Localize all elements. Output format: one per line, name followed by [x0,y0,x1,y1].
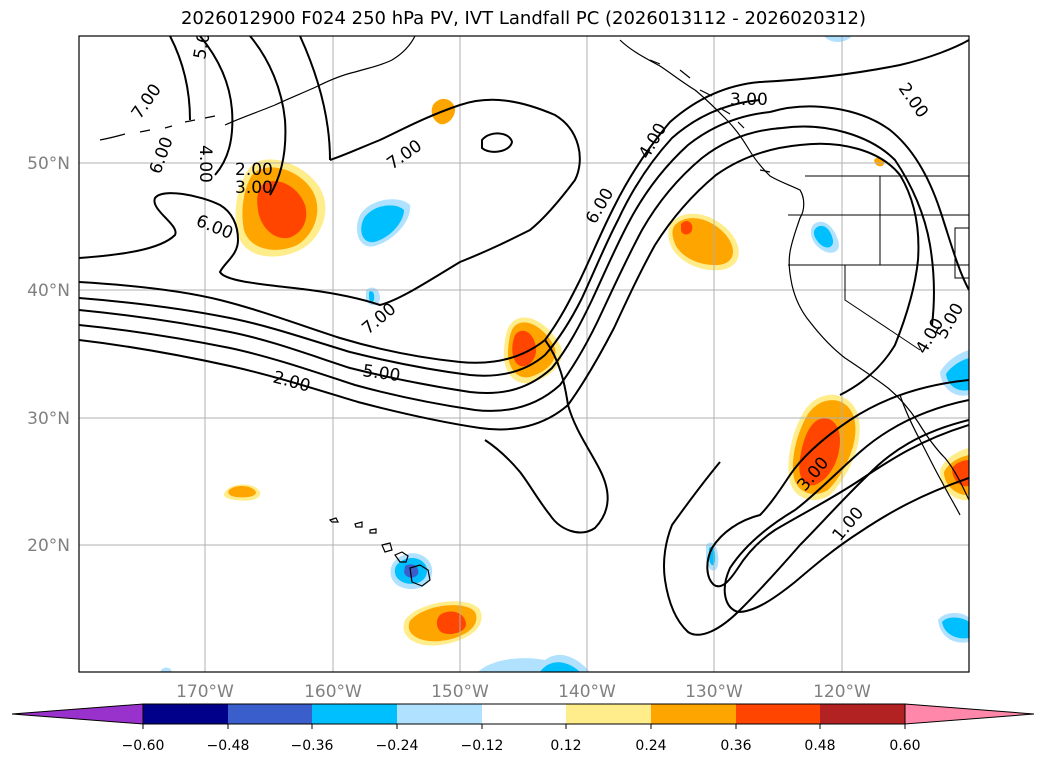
colorbar-tick-label: −0.24 [376,738,419,754]
colorbar-segment [397,704,482,724]
colorbar-segment [820,704,905,724]
contour-line [706,379,969,588]
longitude-labels: 170°W 160°W 150°W 140°W 130°W 120°W [176,682,871,702]
pv-contours [79,36,969,636]
contour-line [169,36,234,176]
colorbar-tick-label: −0.12 [461,738,504,754]
contour-label: 3.00 [730,90,768,110]
colorbar-tick-label: −0.48 [207,738,250,754]
colorbar-segment [228,704,312,724]
political-borders [788,175,969,351]
coastlines [99,36,969,516]
lon-tick-label: 130°W [685,682,743,702]
colorbar-frame [142,703,906,725]
lon-tick-label: 140°W [558,682,616,702]
colorbar-extend-low [11,703,144,725]
anomaly-blob-positive [228,486,256,498]
lon-tick-label: 150°W [431,682,489,702]
plot-frame [78,35,970,673]
contour-line [79,144,801,431]
contour-line [249,36,287,196]
contour-label: 3.00 [235,178,273,198]
coastline-alaska [224,36,416,126]
anomaly-blob-negative [369,291,375,303]
contour-label: 4.00 [195,145,215,183]
anomaly-blob-negative [361,205,404,243]
colorbar-tick-label: 0.60 [889,738,920,754]
contour-line [484,339,609,534]
anomaly-blob-positive [681,221,693,235]
lat-tick-label: 30°N [27,409,70,429]
colorbar-segment [566,704,651,724]
gridlines [79,36,969,672]
anomaly-blob-negative [540,662,580,672]
coastline-islands-bc [649,59,771,173]
anomaly-blob-negative [813,225,834,248]
colorbar-tick-label: −0.36 [291,738,334,754]
border-state-lines [788,176,969,351]
lat-tick-label: 40°N [27,281,70,301]
colorbar-tick-label: 0.12 [550,738,581,754]
colorbar: −0.60 −0.48 −0.36 −0.24 −0.12 0.12 0.24 … [11,703,1035,754]
lat-tick-label: 50°N [27,154,70,174]
contour-line [79,127,783,412]
anomaly-blob-negative [824,36,852,42]
lat-tick-label: 20°N [27,536,70,556]
colorbar-tick-label: 0.24 [635,738,666,754]
contour-line [481,132,514,153]
contour-line [662,419,969,636]
coastline-baja [899,394,961,516]
lon-tick-label: 170°W [176,682,234,702]
latitude-labels: 50°N 40°N 30°N 20°N [27,154,70,556]
colorbar-extend-high [904,703,1035,725]
colorbar-segment [312,704,397,724]
colorbar-segment [482,704,566,724]
coastline-bc-panhandle [619,39,969,501]
plot-area: 7.00 6.00 5.00 4.00 2.00 3.00 6.00 7.00 … [79,36,969,672]
contour-label: 2.00 [235,160,273,180]
contour-line [723,399,969,614]
colorbar-segment [736,704,820,724]
contour-line [781,125,936,326]
anomaly-blob-negative [942,617,969,639]
colorbar-segment [143,704,228,724]
colorbar-segment [651,704,736,724]
anomaly-blob-positive [257,181,307,239]
contour-line [299,36,331,161]
contour-line [79,99,761,377]
anomaly-blob-positive [512,330,537,367]
anomaly-blob-negative [160,667,172,672]
colorbar-tick-label: 0.36 [720,738,751,754]
contour-line [769,105,969,291]
colorbar-ticks [142,724,906,729]
colorbar-tick-label: 0.48 [804,738,835,754]
contour-line [79,98,581,307]
lon-tick-label: 160°W [304,682,362,702]
contour-line [799,142,920,396]
lon-tick-label: 120°W [813,682,871,702]
coastline-aleutians [99,115,216,141]
colorbar-tick-label: −0.60 [122,738,165,754]
anomaly-blob-negative [404,564,419,578]
contour-line [79,39,969,364]
hawaii-islands [328,517,431,587]
contour-line [79,111,771,394]
anomaly-blob-positive [436,611,466,634]
map-title: 2026012900 F024 250 hPa PV, IVT Landfall… [180,8,867,29]
